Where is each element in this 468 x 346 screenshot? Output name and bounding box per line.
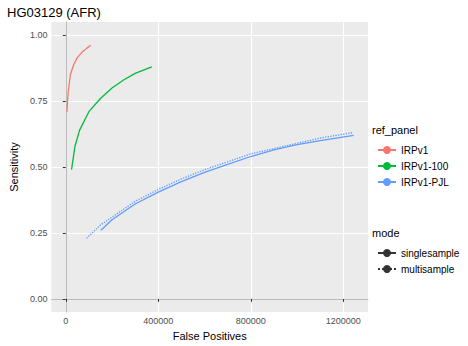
svg-text:ref_panel: ref_panel xyxy=(372,124,418,136)
svg-text:Sensitivity: Sensitivity xyxy=(8,142,20,192)
svg-text:0.25: 0.25 xyxy=(30,228,48,238)
svg-text:1200000: 1200000 xyxy=(326,316,361,326)
svg-text:IRPv1-100: IRPv1-100 xyxy=(401,161,449,172)
svg-text:mode: mode xyxy=(372,227,400,239)
svg-text:multisample: multisample xyxy=(401,264,455,275)
svg-text:400000: 400000 xyxy=(143,316,173,326)
svg-text:singlesample: singlesample xyxy=(401,248,460,259)
svg-text:IRPv1: IRPv1 xyxy=(401,145,429,156)
svg-text:IRPv1-PJL: IRPv1-PJL xyxy=(401,177,449,188)
svg-text:False Positives: False Positives xyxy=(173,330,247,342)
svg-text:800000: 800000 xyxy=(236,316,266,326)
svg-text:0.00: 0.00 xyxy=(30,294,48,304)
svg-text:0: 0 xyxy=(63,316,68,326)
svg-text:1.00: 1.00 xyxy=(30,30,48,40)
svg-text:HG03129 (AFR): HG03129 (AFR) xyxy=(7,5,101,20)
svg-text:0.50: 0.50 xyxy=(30,162,48,172)
svg-text:0.75: 0.75 xyxy=(30,96,48,106)
